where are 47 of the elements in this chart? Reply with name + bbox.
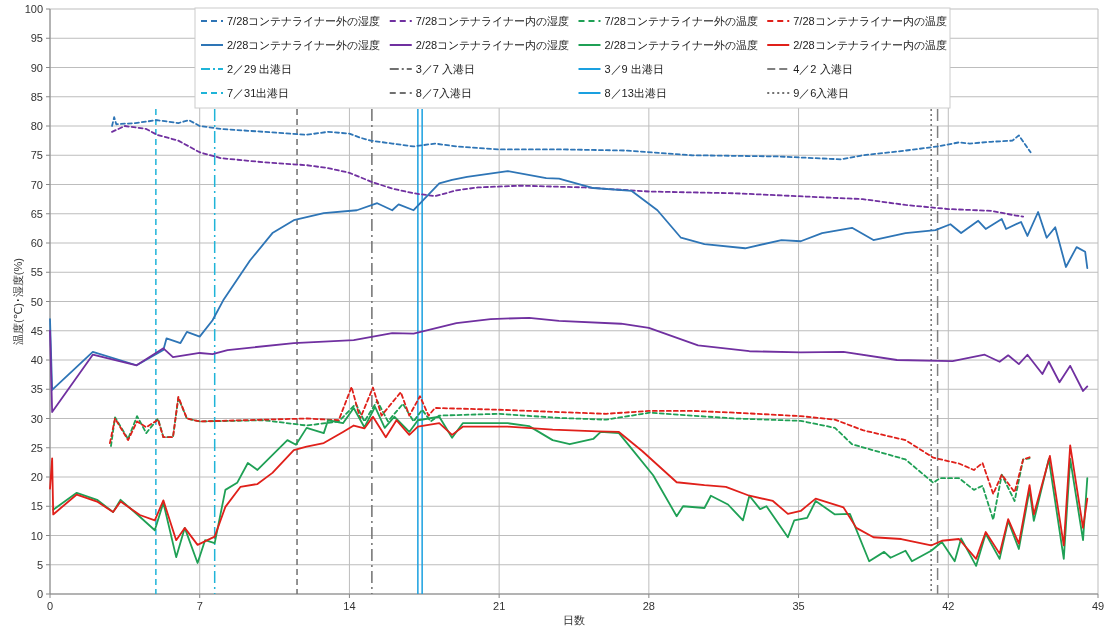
y-tick-label: 65 bbox=[30, 207, 43, 220]
x-axis-title: 日数 bbox=[563, 614, 585, 626]
y-tick-label: 80 bbox=[30, 120, 43, 132]
y-tick-label: 85 bbox=[30, 90, 43, 103]
y-tick-label: 35 bbox=[30, 383, 43, 396]
x-tick-label: 14 bbox=[343, 600, 356, 612]
y-tick-label: 55 bbox=[30, 266, 43, 279]
legend-label: 3／9 出港日 bbox=[604, 63, 664, 75]
y-tick-label: 40 bbox=[30, 354, 43, 366]
y-tick-label: 20 bbox=[30, 471, 43, 483]
x-tick-label: 21 bbox=[493, 600, 506, 612]
legend-label: 7／31出港日 bbox=[227, 87, 290, 99]
legend-label: 3／7 入港日 bbox=[415, 63, 476, 75]
legend-label: 2/28コンテナライナー内の湿度 bbox=[415, 39, 570, 51]
y-tick-label: 15 bbox=[30, 500, 43, 513]
legend-label: 7/28コンテナライナー内の湿度 bbox=[415, 15, 570, 27]
y-tick-label: 5 bbox=[36, 558, 43, 571]
y-axis-title: 温度(℃)･湿度(%) bbox=[12, 258, 24, 345]
x-tick-label: 0 bbox=[46, 600, 54, 612]
x-tick-label: 42 bbox=[942, 600, 955, 612]
legend-label: 9／6入港日 bbox=[793, 87, 850, 99]
legend-label: 4／2 入港日 bbox=[793, 63, 853, 75]
y-tick-label: 10 bbox=[30, 529, 43, 542]
x-tick-label: 7 bbox=[196, 600, 203, 612]
legend-label: 7/28コンテナライナー外の温度 bbox=[604, 15, 758, 27]
legend-label: 2/28コンテナライナー内の温度 bbox=[793, 39, 947, 51]
y-tick-label: 0 bbox=[36, 588, 43, 600]
legend-label: 2/28コンテナライナー外の温度 bbox=[604, 39, 758, 51]
legend-label: 2／29 出港日 bbox=[227, 63, 293, 75]
y-tick-label: 25 bbox=[30, 441, 43, 454]
y-tick-label: 45 bbox=[30, 324, 43, 337]
y-tick-label: 100 bbox=[24, 3, 43, 15]
y-tick-label: 75 bbox=[30, 149, 43, 162]
legend-label: 7/28コンテナライナー外の湿度 bbox=[227, 15, 381, 27]
y-tick-label: 90 bbox=[30, 61, 43, 74]
y-tick-label: 70 bbox=[30, 178, 43, 191]
legend-label: 8／7入港日 bbox=[415, 87, 472, 99]
y-tick-label: 60 bbox=[30, 237, 43, 249]
legend-label: 7/28コンテナライナー内の温度 bbox=[793, 15, 947, 27]
x-tick-label: 35 bbox=[792, 600, 805, 612]
y-tick-label: 95 bbox=[30, 32, 43, 45]
x-tick-label: 28 bbox=[642, 600, 655, 612]
legend-label: 8／13出港日 bbox=[604, 87, 667, 99]
x-tick-label: 49 bbox=[1091, 600, 1105, 612]
legend-label: 2/28コンテナライナー外の湿度 bbox=[227, 39, 381, 51]
y-tick-label: 50 bbox=[30, 295, 43, 308]
y-tick-label: 30 bbox=[30, 412, 43, 425]
